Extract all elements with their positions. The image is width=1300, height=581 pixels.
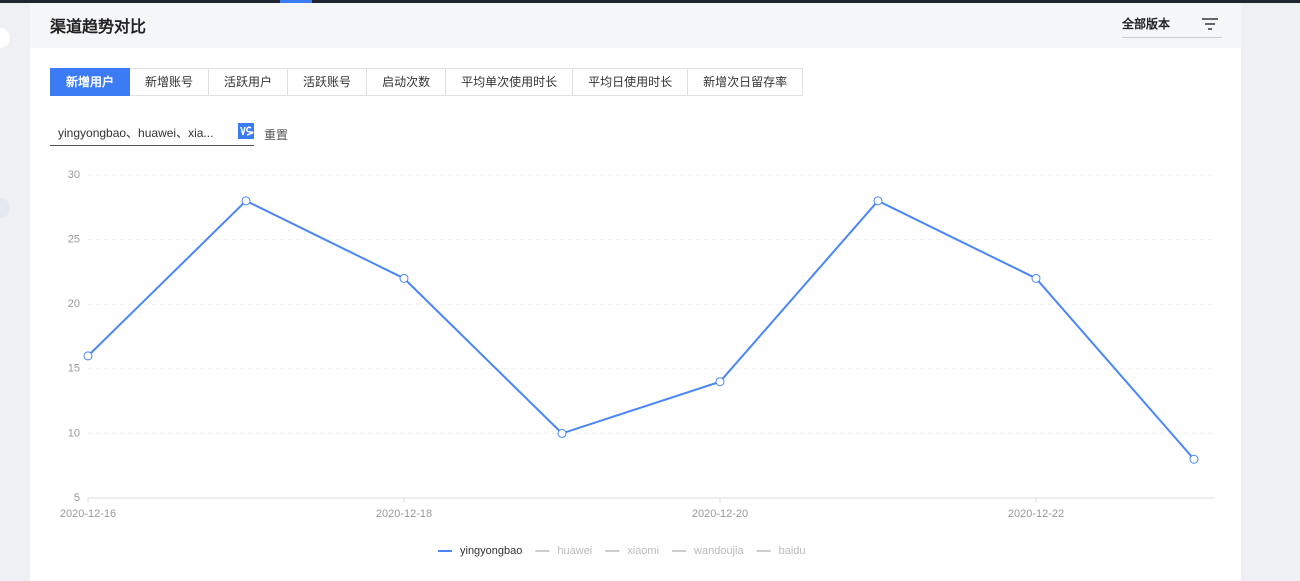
tab[interactable]: 新增账号 (130, 68, 210, 96)
y-tick-label: 20 (68, 298, 80, 310)
point (873, 196, 883, 206)
card: 渠道趋势对比 全部版本 新增用户 新增账号 活跃用户 活跃账号 启动次数 平均单次使用时长… (30, 3, 1241, 581)
channel-select[interactable]: yingyongbao、huawei、xia... (50, 123, 254, 146)
point (715, 377, 725, 387)
tab-bar: 新增用户 新增账号 活跃用户 活跃账号 启动次数 平均单次使用时长 平均日使用时长 新增次日留… (50, 68, 804, 96)
tab[interactable]: 启动次数 (367, 68, 447, 96)
version-select[interactable]: 全部版本 (1122, 15, 1222, 38)
top-bar-indicator (280, 0, 312, 3)
point (1031, 273, 1041, 283)
x-tick-label: 2020-12-22 (1008, 508, 1064, 520)
top-bar (0, 0, 1300, 3)
tab[interactable]: 活跃用户 (209, 68, 289, 96)
y-tick-label: 25 (68, 234, 80, 246)
point (241, 196, 251, 206)
card-header: 渠道趋势对比 全部版本 (30, 3, 1241, 48)
legend-label[interactable]: wandoujia (693, 545, 744, 557)
legend-label[interactable]: xiaomi (627, 545, 659, 557)
tab[interactable]: 新增用户 (50, 68, 131, 96)
point (399, 273, 409, 283)
line (87, 199, 1195, 460)
side-handle (0, 198, 10, 218)
point (557, 428, 567, 438)
y-tick-label: 5 (74, 492, 80, 504)
legend-label[interactable]: huawei (557, 545, 592, 557)
side-handle (0, 28, 10, 48)
point (1189, 454, 1199, 464)
x-tick-label: 2020-12-18 (376, 508, 432, 520)
y-tick-label: 10 (68, 427, 80, 439)
legend-label[interactable]: yingyongbao (460, 545, 522, 557)
x-tick-label: 2020-12-20 (692, 508, 748, 520)
filter-icon (1202, 18, 1218, 30)
channel-text: yingyongbao、huawei、xia... (58, 126, 214, 140)
tab[interactable]: 平均日使用时长 (573, 68, 689, 96)
reset-button[interactable]: 重置 (264, 128, 289, 142)
y-tick-label: 30 (68, 169, 80, 181)
card-title: 渠道趋势对比 (50, 19, 147, 36)
y-tick-label: 15 (68, 363, 80, 375)
x-tick-label: 2020-12-16 (60, 508, 116, 520)
vs-icon[interactable] (238, 123, 254, 139)
tab[interactable]: 活跃账号 (288, 68, 368, 96)
tab[interactable]: 新增次日留存率 (688, 68, 804, 96)
legend-label[interactable]: baidu (779, 545, 806, 557)
tab[interactable]: 平均单次使用时长 (446, 68, 574, 96)
point (83, 351, 93, 361)
version-text: 全部版本 (1122, 17, 1171, 31)
